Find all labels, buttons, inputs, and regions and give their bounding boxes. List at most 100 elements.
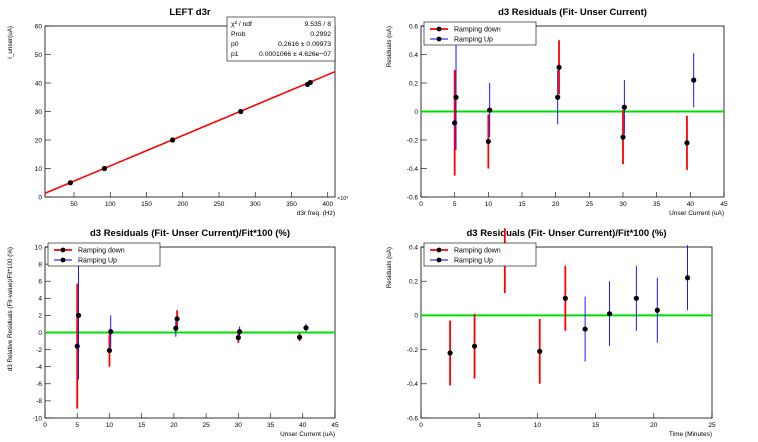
legend-swatch-marker bbox=[436, 26, 442, 32]
chart-title: d3 Residuals (Fit- Unser Current) bbox=[498, 7, 647, 18]
legend-label: Ramping down bbox=[78, 248, 125, 255]
y-tick-label: -0.4 bbox=[407, 166, 419, 173]
x-tick-label: 40 bbox=[687, 201, 695, 208]
legend-label: Ramping down bbox=[454, 248, 501, 255]
x-tick-label: 30 bbox=[619, 201, 627, 208]
x-tick-label: 300 bbox=[250, 201, 261, 208]
x-tick-label: 35 bbox=[267, 422, 275, 429]
x-axis-label: Unser Current (uA) bbox=[669, 210, 724, 217]
plot-frame bbox=[420, 246, 713, 419]
x-tick-label: 45 bbox=[331, 422, 339, 429]
stats-value: 0.0001066 ± 4.626e−07 bbox=[259, 51, 331, 58]
stats-label: χ² / ndf bbox=[231, 21, 252, 28]
x-tick-label: 0 bbox=[43, 422, 47, 429]
data-point bbox=[173, 325, 179, 331]
data-point bbox=[67, 180, 73, 186]
y-tick-label: 0.2 bbox=[409, 279, 418, 286]
x-tick-label: 20 bbox=[650, 422, 658, 429]
x-tick-label: 35 bbox=[653, 201, 661, 208]
y-tick-label: -0.6 bbox=[407, 194, 419, 201]
x-tick-label: 5 bbox=[477, 422, 481, 429]
data-point bbox=[620, 134, 626, 140]
x-tick-label: 100 bbox=[105, 201, 116, 208]
y-tick-label: 20 bbox=[35, 137, 43, 144]
data-point bbox=[621, 104, 627, 110]
data-point bbox=[633, 295, 639, 301]
data-point bbox=[303, 325, 309, 331]
legend-label: Ramping down bbox=[454, 27, 501, 34]
data-point bbox=[235, 335, 241, 341]
legend-label: Ramping Up bbox=[454, 258, 493, 265]
x-tick-label: 25 bbox=[202, 422, 210, 429]
stats-value: 9.535 / 8 bbox=[305, 21, 332, 28]
y-tick-label: 0.4 bbox=[409, 52, 418, 59]
x-tick-label: 0 bbox=[419, 201, 423, 208]
residuals-vs-current-pad[interactable]: d3 Residuals (Fit- Unser Current) 0 5 10 15 2… bbox=[379, 0, 758, 221]
y-tick-label: 0 bbox=[38, 330, 42, 337]
x-tick-label: 250 bbox=[214, 201, 225, 208]
data-point bbox=[684, 140, 690, 146]
residuals-vs-time-pad[interactable]: d3 Residuals (Fit- Unser Current)/Fit*10… bbox=[379, 221, 758, 442]
data-point bbox=[654, 307, 660, 313]
data-point bbox=[106, 347, 113, 354]
data-point bbox=[307, 79, 313, 86]
data-point bbox=[238, 108, 244, 115]
x-tick-label: 20 bbox=[552, 201, 560, 208]
data-point bbox=[453, 94, 459, 100]
y-tick-label: 40 bbox=[35, 80, 43, 87]
data-point bbox=[296, 334, 303, 340]
legend-label: Ramping Up bbox=[78, 258, 117, 265]
y-tick-label: -10 bbox=[33, 415, 43, 422]
y-tick-label: 50 bbox=[35, 52, 43, 59]
stats-label: Prob bbox=[231, 31, 246, 38]
stats-value: 0.2992 bbox=[310, 31, 331, 38]
chart-title: d3 Residuals (Fit- Unser Current)/Fit*10… bbox=[466, 228, 666, 239]
y-axis-label: I_unser(uA) bbox=[7, 26, 14, 59]
y-tick-label: 0 bbox=[414, 313, 418, 320]
data-point bbox=[684, 275, 691, 281]
x-tick-label: 15 bbox=[518, 201, 526, 208]
x-axis-label: Unser Current (uA) bbox=[280, 431, 335, 438]
x-tick-label: 15 bbox=[592, 422, 600, 429]
data-point bbox=[555, 94, 561, 100]
y-tick-label: 10 bbox=[35, 166, 43, 173]
data-point bbox=[606, 311, 613, 317]
legend-box bbox=[47, 242, 161, 267]
x-tick-label: 45 bbox=[720, 201, 728, 208]
legend-swatch-marker bbox=[436, 257, 442, 263]
y-tick-label: 0.4 bbox=[409, 244, 418, 251]
y-tick-label: -0.2 bbox=[407, 347, 419, 354]
y-tick-label: -0.4 bbox=[407, 381, 419, 388]
legend-box bbox=[423, 21, 537, 46]
x-tick-label: 10 bbox=[106, 422, 114, 429]
data-point bbox=[174, 316, 180, 322]
relative-residuals-pad[interactable]: d3 Residuals (Fit- Unser Current)/Fit*10… bbox=[0, 221, 379, 442]
fit-line bbox=[44, 70, 336, 194]
y-tick-label: 0 bbox=[414, 109, 418, 116]
x-tick-label: 20 bbox=[170, 422, 178, 429]
y-tick-label: 4 bbox=[38, 296, 42, 303]
y-axis-label: d3 Relative Residuals (Fit-value)/Fit*10… bbox=[7, 247, 14, 371]
x-tick-label: 10 bbox=[534, 422, 542, 429]
y-tick-label: 30 bbox=[35, 109, 43, 116]
x-tick-label: 5 bbox=[453, 201, 457, 208]
y-tick-label: -0.2 bbox=[407, 137, 419, 144]
data-point bbox=[485, 138, 491, 145]
data-point bbox=[691, 77, 697, 83]
legend-label: Ramping Up bbox=[454, 37, 493, 44]
data-point bbox=[556, 64, 562, 70]
legend-box bbox=[423, 242, 537, 267]
y-tick-label: 60 bbox=[35, 23, 43, 30]
data-point bbox=[74, 343, 80, 349]
x-tick-label: 30 bbox=[235, 422, 243, 429]
x-tick-label: 0 bbox=[419, 422, 423, 429]
data-point bbox=[447, 350, 453, 356]
data-point bbox=[582, 326, 588, 332]
x-tick-label: 25 bbox=[708, 422, 716, 429]
y-axis-label: Residuals (uA) bbox=[386, 26, 393, 67]
data-point bbox=[452, 120, 458, 126]
data-point bbox=[562, 295, 568, 301]
y-axis-label: Residuals (uA) bbox=[386, 247, 393, 288]
calibration-fit-pad[interactable]: LEFT d3r 50 100 150 200 250 300 350 400 0 10 20 30 40… bbox=[0, 0, 379, 221]
